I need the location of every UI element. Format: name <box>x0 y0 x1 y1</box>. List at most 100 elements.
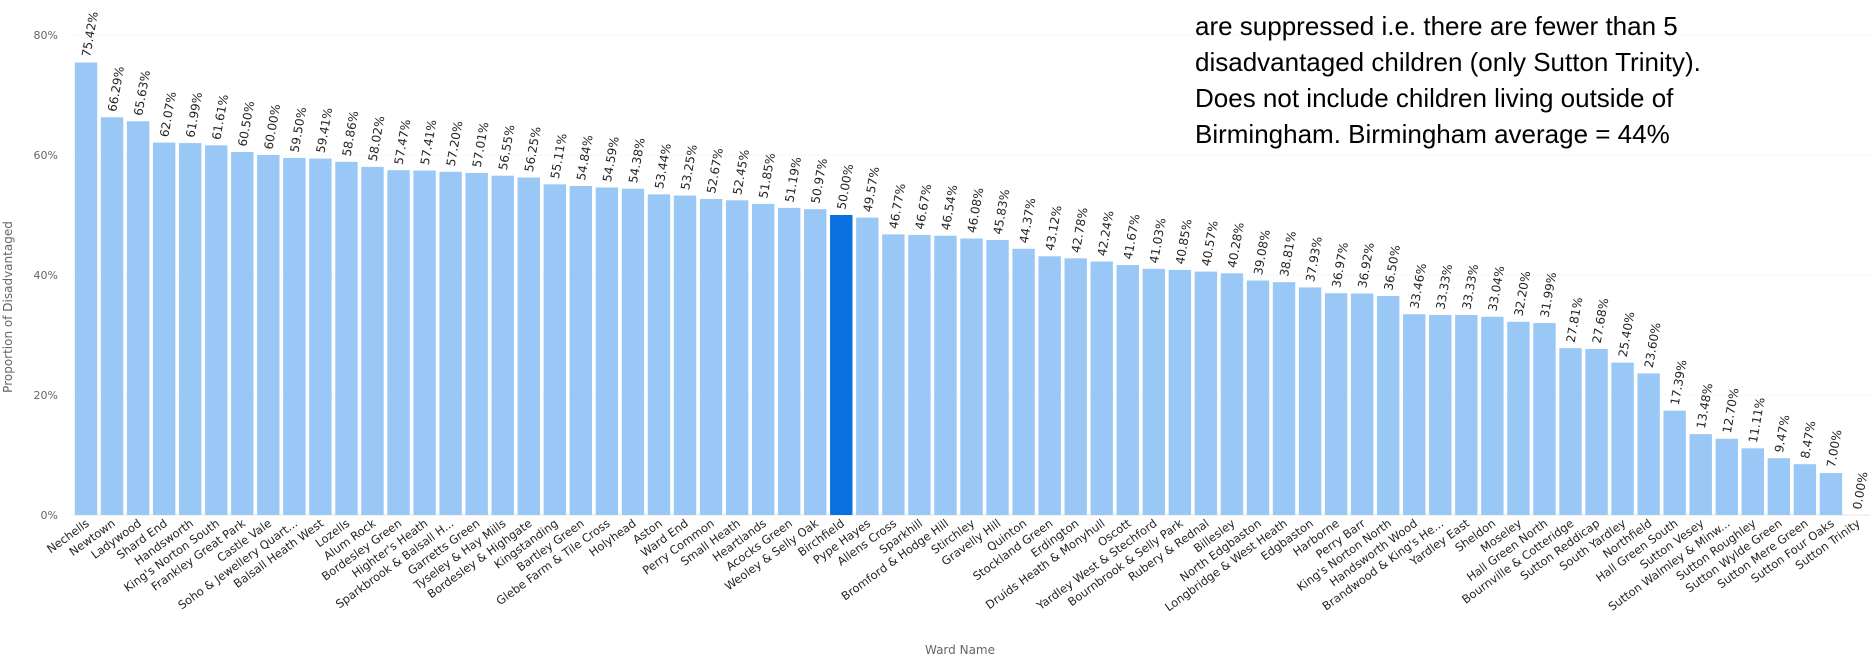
bar[interactable] <box>1689 434 1712 515</box>
bar[interactable] <box>100 117 124 515</box>
data-label: 54.84% <box>574 134 596 182</box>
data-label: 33.04% <box>1486 265 1508 313</box>
data-label: 45.83% <box>991 188 1013 236</box>
data-label: 27.68% <box>1590 297 1612 345</box>
bar[interactable] <box>1038 256 1061 515</box>
data-label: 57.01% <box>470 121 492 169</box>
data-label: 59.41% <box>314 107 336 155</box>
bar[interactable] <box>569 185 593 515</box>
data-label: 33.46% <box>1407 262 1429 310</box>
bar[interactable] <box>1168 269 1192 515</box>
bar[interactable] <box>439 171 462 516</box>
bar[interactable] <box>1819 473 1843 515</box>
data-label: 7.00% <box>1824 429 1844 469</box>
bar[interactable] <box>1663 410 1686 515</box>
bar[interactable] <box>1507 321 1530 515</box>
bar[interactable] <box>465 172 488 515</box>
bar[interactable] <box>1064 258 1087 515</box>
bar[interactable] <box>725 200 749 516</box>
bar[interactable] <box>231 152 254 515</box>
bar[interactable] <box>205 145 228 515</box>
data-label: 65.63% <box>131 69 153 117</box>
bar[interactable] <box>1220 273 1244 515</box>
bar[interactable] <box>1376 296 1400 515</box>
data-label: 38.81% <box>1277 230 1299 278</box>
bar[interactable] <box>1350 293 1374 515</box>
bar[interactable] <box>1767 458 1791 515</box>
data-label: 40.57% <box>1199 220 1221 268</box>
data-label: 41.67% <box>1121 213 1143 261</box>
bar[interactable] <box>1012 248 1035 515</box>
data-label: 23.60% <box>1642 321 1664 369</box>
bar[interactable] <box>1116 264 1139 515</box>
bar[interactable] <box>673 195 697 516</box>
bar[interactable] <box>126 121 150 515</box>
data-label: 44.37% <box>1017 197 1039 245</box>
bar[interactable] <box>1194 271 1218 515</box>
bar[interactable] <box>986 240 1009 515</box>
bar[interactable] <box>152 142 176 515</box>
data-label: 51.85% <box>756 152 778 200</box>
bar[interactable] <box>257 155 280 515</box>
data-label: 12.70% <box>1720 387 1742 435</box>
data-label: 57.47% <box>392 118 414 166</box>
bar[interactable] <box>517 177 540 516</box>
bar[interactable] <box>1455 315 1478 515</box>
data-label: 32.20% <box>1512 270 1534 318</box>
bar[interactable] <box>178 143 202 515</box>
bar[interactable] <box>856 217 879 515</box>
data-label: 25.40% <box>1616 311 1638 359</box>
data-label: 53.44% <box>652 142 674 190</box>
bar[interactable] <box>1481 316 1504 515</box>
bar[interactable] <box>777 207 801 516</box>
bar[interactable] <box>751 203 775 515</box>
bar[interactable] <box>595 187 619 515</box>
data-label: 9.47% <box>1772 414 1792 454</box>
bar[interactable] <box>335 161 358 515</box>
data-label: 57.20% <box>444 120 466 168</box>
data-label: 8.47% <box>1798 420 1818 460</box>
bar[interactable] <box>1324 293 1348 515</box>
bar[interactable] <box>1246 280 1270 515</box>
bar[interactable] <box>1559 348 1582 515</box>
bar[interactable] <box>934 235 957 515</box>
y-tick-label: 20% <box>34 389 58 402</box>
bar[interactable] <box>1403 314 1426 515</box>
bar[interactable] <box>491 175 514 515</box>
bar[interactable] <box>1741 448 1765 515</box>
bar[interactable] <box>647 194 671 516</box>
bar[interactable] <box>1272 282 1296 515</box>
bar[interactable] <box>1298 287 1322 515</box>
bar[interactable] <box>413 170 436 516</box>
bar[interactable] <box>309 158 332 516</box>
bar[interactable] <box>908 234 931 516</box>
bars <box>74 62 1843 516</box>
bar[interactable] <box>621 188 645 515</box>
bar[interactable] <box>699 198 723 516</box>
bar[interactable] <box>1793 464 1817 515</box>
bar[interactable] <box>1090 261 1113 515</box>
x-axis-title: Ward Name <box>925 643 995 657</box>
bar[interactable] <box>1533 323 1556 515</box>
bar[interactable] <box>1585 348 1608 515</box>
bar[interactable] <box>804 209 827 515</box>
y-axis-title: Proportion of Disadvantaged <box>1 221 15 393</box>
data-label: 42.24% <box>1095 210 1117 258</box>
bar[interactable] <box>882 234 905 515</box>
data-label: 53.25% <box>678 144 700 192</box>
bar[interactable] <box>283 158 306 515</box>
bar[interactable] <box>74 62 98 515</box>
bar[interactable] <box>1142 268 1166 515</box>
bar[interactable] <box>960 238 983 515</box>
bar[interactable] <box>1429 315 1452 515</box>
bar[interactable] <box>1637 373 1660 515</box>
bar[interactable] <box>1715 438 1738 515</box>
bar[interactable] <box>830 215 853 515</box>
data-label: 40.85% <box>1173 218 1195 266</box>
data-label: 17.39% <box>1668 359 1690 407</box>
bar[interactable] <box>1611 362 1634 515</box>
bar[interactable] <box>387 170 410 515</box>
bar[interactable] <box>543 184 567 515</box>
bar[interactable] <box>361 166 384 515</box>
